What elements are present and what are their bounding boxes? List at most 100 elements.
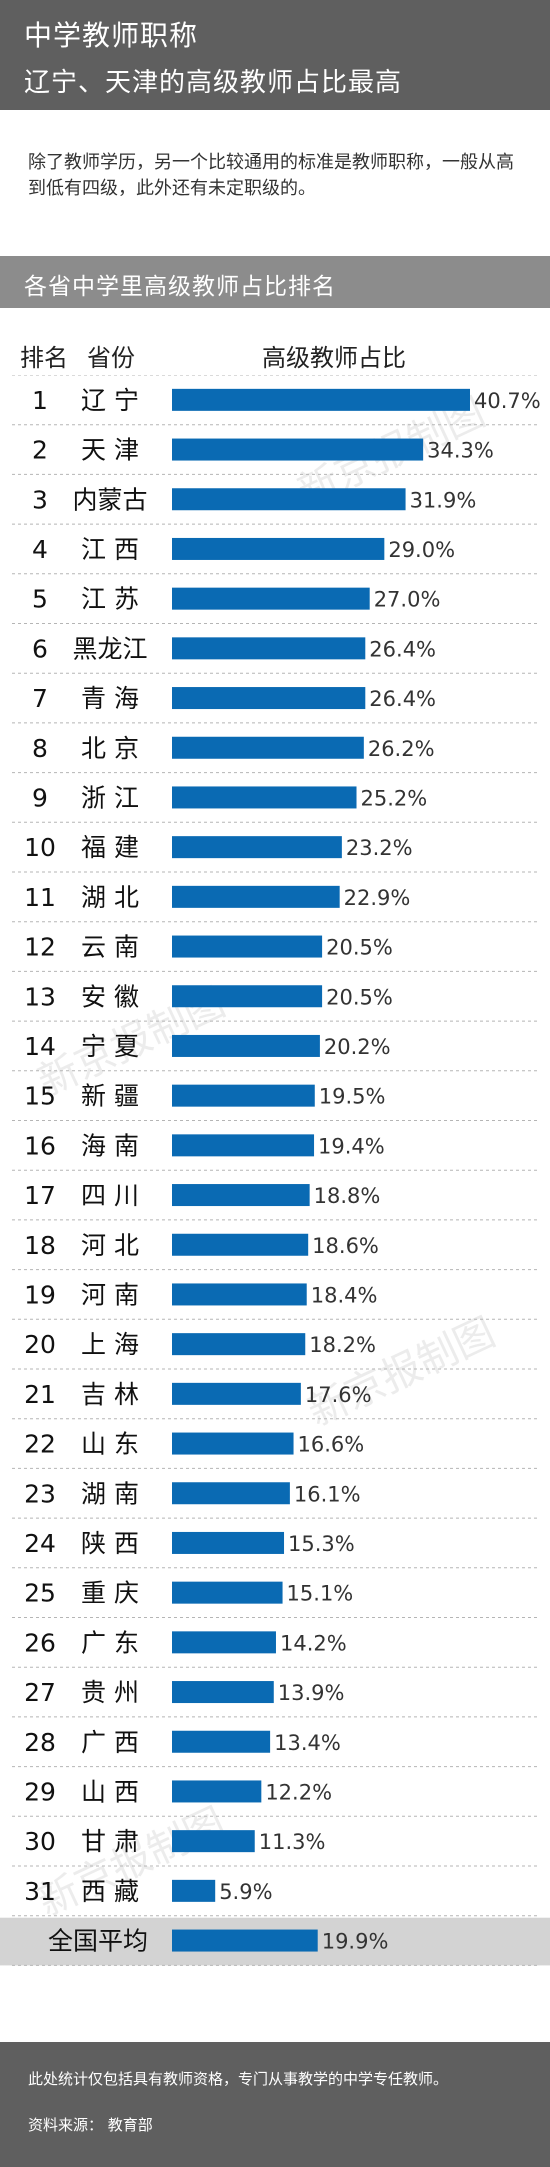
value-label: 27.0% — [374, 588, 441, 612]
province-label: 甘 肃 — [81, 1827, 139, 1856]
rank-label: 29 — [24, 1777, 56, 1806]
bar — [172, 1084, 315, 1107]
province-label: 四 川 — [81, 1181, 139, 1210]
value-label: 25.2% — [361, 786, 428, 810]
province-label: 海 南 — [81, 1131, 139, 1160]
bar — [172, 1034, 320, 1057]
province-label: 上 海 — [81, 1330, 139, 1359]
rank-label: 19 — [24, 1280, 56, 1309]
province-label: 吉 林 — [81, 1380, 139, 1409]
value-label: 20.5% — [326, 936, 393, 960]
bar — [172, 935, 323, 958]
province-label: 天 津 — [81, 436, 139, 465]
bar — [172, 1333, 306, 1356]
province-label: 西 藏 — [81, 1877, 139, 1906]
footer-source: 资料来源： 教育部 — [28, 2116, 153, 2134]
value-label: 13.4% — [274, 1731, 341, 1755]
bar — [172, 985, 323, 1008]
bar — [172, 1382, 301, 1405]
bar — [172, 1730, 271, 1753]
rank-label: 3 — [32, 485, 48, 514]
value-label: 20.5% — [326, 985, 393, 1009]
rank-label: 5 — [32, 585, 48, 614]
bar — [172, 637, 366, 660]
rank-label: 13 — [24, 982, 56, 1011]
province-label: 河 北 — [81, 1231, 139, 1260]
rank-label: 21 — [24, 1380, 56, 1409]
bar — [172, 438, 424, 461]
footer-note: 此处统计仅包括具有教师资格，专门从事教学的中学专任教师。 — [28, 2070, 449, 2088]
province-label: 贵 州 — [81, 1678, 139, 1707]
province-label: 福 建 — [81, 833, 139, 862]
value-label: 19.9% — [322, 1930, 389, 1954]
rank-label: 7 — [32, 684, 48, 713]
rank-label: 18 — [24, 1231, 56, 1260]
bar — [172, 537, 385, 560]
bar — [172, 1879, 216, 1902]
rank-label: 12 — [24, 933, 56, 962]
value-label: 40.7% — [474, 389, 541, 413]
rank-label: 26 — [24, 1628, 56, 1657]
rank-label: 14 — [24, 1032, 56, 1061]
bar — [172, 1681, 274, 1704]
province-label: 宁 夏 — [81, 1032, 139, 1061]
province-label: 山 东 — [81, 1430, 139, 1459]
rank-label: 25 — [24, 1579, 56, 1608]
value-label: 34.3% — [427, 439, 494, 463]
bar — [172, 1283, 307, 1306]
rank-label: 4 — [32, 535, 48, 564]
intro-text: 除了教师学历，另一个比较通用的标准是教师职称，一般从高到低有四级，此外还有未定职… — [28, 152, 514, 199]
bar — [172, 1482, 290, 1505]
bar — [172, 1780, 262, 1803]
value-label: 29.0% — [388, 538, 455, 562]
bar — [172, 488, 406, 511]
province-label: 内蒙古 — [72, 485, 147, 514]
header-banner: 中学教师职称 辽宁、天津的高级教师占比最高 — [0, 0, 550, 110]
column-header-ratio: 高级教师占比 — [262, 344, 406, 372]
rank-label: 2 — [32, 436, 48, 465]
rank-label: 24 — [24, 1529, 56, 1558]
province-label: 辽 宁 — [81, 386, 139, 415]
province-label: 青 海 — [81, 684, 139, 713]
bar — [172, 388, 470, 411]
average-label: 全国平均 — [48, 1927, 148, 1956]
province-label: 黑龙江 — [72, 634, 147, 663]
value-label: 16.6% — [298, 1433, 365, 1457]
province-label: 江 苏 — [81, 585, 139, 614]
rank-label: 20 — [24, 1330, 56, 1359]
value-label: 22.9% — [344, 886, 411, 910]
value-label: 15.3% — [288, 1532, 355, 1556]
province-label: 广 西 — [81, 1728, 139, 1757]
value-label: 15.1% — [287, 1582, 354, 1606]
value-label: 23.2% — [346, 836, 413, 860]
bar — [172, 885, 340, 908]
value-label: 26.4% — [369, 637, 436, 661]
value-label: 18.8% — [314, 1184, 381, 1208]
bar — [172, 1581, 283, 1604]
rank-label: 1 — [32, 386, 48, 415]
bar — [172, 1830, 255, 1853]
value-label: 5.9% — [219, 1880, 272, 1904]
bar — [172, 1531, 285, 1554]
bar — [172, 836, 342, 859]
page-title: 中学教师职称 — [24, 19, 199, 52]
page-subtitle: 辽宁、天津的高级教师占比最高 — [24, 68, 403, 98]
rank-label: 28 — [24, 1728, 56, 1757]
value-label: 18.2% — [309, 1333, 376, 1357]
average-bar — [172, 1929, 318, 1952]
province-label: 河 南 — [81, 1280, 139, 1309]
bar — [172, 587, 370, 610]
province-label: 湖 南 — [81, 1479, 139, 1508]
value-label: 20.2% — [324, 1035, 391, 1059]
rank-label: 9 — [32, 783, 48, 812]
rank-label: 8 — [32, 734, 48, 763]
province-label: 江 西 — [81, 535, 139, 564]
bar — [172, 1233, 309, 1256]
value-label: 31.9% — [410, 488, 477, 512]
value-label: 19.5% — [319, 1085, 386, 1109]
bar — [172, 1134, 315, 1157]
province-label: 山 西 — [81, 1777, 139, 1806]
rank-label: 17 — [24, 1181, 56, 1210]
value-label: 26.2% — [368, 737, 435, 761]
rank-label: 27 — [24, 1678, 56, 1707]
